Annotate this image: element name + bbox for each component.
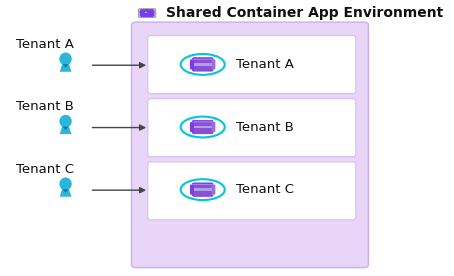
FancyBboxPatch shape [192,58,213,71]
Ellipse shape [188,197,192,199]
Polygon shape [212,121,215,132]
FancyBboxPatch shape [148,162,356,220]
Polygon shape [190,121,194,132]
FancyBboxPatch shape [148,36,356,94]
FancyBboxPatch shape [194,63,212,66]
Polygon shape [63,64,69,68]
Text: Tenant C: Tenant C [236,183,294,196]
Polygon shape [212,184,215,195]
Ellipse shape [188,135,192,136]
Polygon shape [190,59,194,70]
Polygon shape [190,59,215,60]
Polygon shape [190,184,194,195]
Ellipse shape [213,118,217,119]
FancyBboxPatch shape [194,126,212,128]
FancyBboxPatch shape [192,183,213,196]
Polygon shape [59,189,71,197]
Text: Tenant A: Tenant A [236,58,294,71]
Text: Tenant B: Tenant B [15,100,74,113]
FancyBboxPatch shape [140,9,154,17]
FancyBboxPatch shape [194,189,212,191]
Ellipse shape [213,180,217,182]
FancyBboxPatch shape [138,12,148,17]
Polygon shape [59,64,71,72]
FancyBboxPatch shape [132,22,368,268]
Polygon shape [59,127,71,134]
Ellipse shape [188,72,192,74]
Ellipse shape [59,52,72,65]
FancyBboxPatch shape [192,120,213,134]
Polygon shape [190,184,215,185]
Polygon shape [63,127,69,130]
Polygon shape [212,59,215,70]
Ellipse shape [213,55,217,57]
Polygon shape [63,189,69,193]
Text: Tenant A: Tenant A [15,38,74,51]
Text: Tenant B: Tenant B [236,121,294,134]
Ellipse shape [59,177,72,190]
FancyBboxPatch shape [138,9,148,14]
FancyBboxPatch shape [146,9,156,14]
FancyBboxPatch shape [148,99,356,157]
FancyBboxPatch shape [146,12,156,17]
Text: Shared Container App Environment: Shared Container App Environment [166,6,443,20]
Text: Tenant C: Tenant C [15,163,74,176]
Ellipse shape [59,115,72,128]
Ellipse shape [145,12,147,13]
Polygon shape [190,121,215,122]
